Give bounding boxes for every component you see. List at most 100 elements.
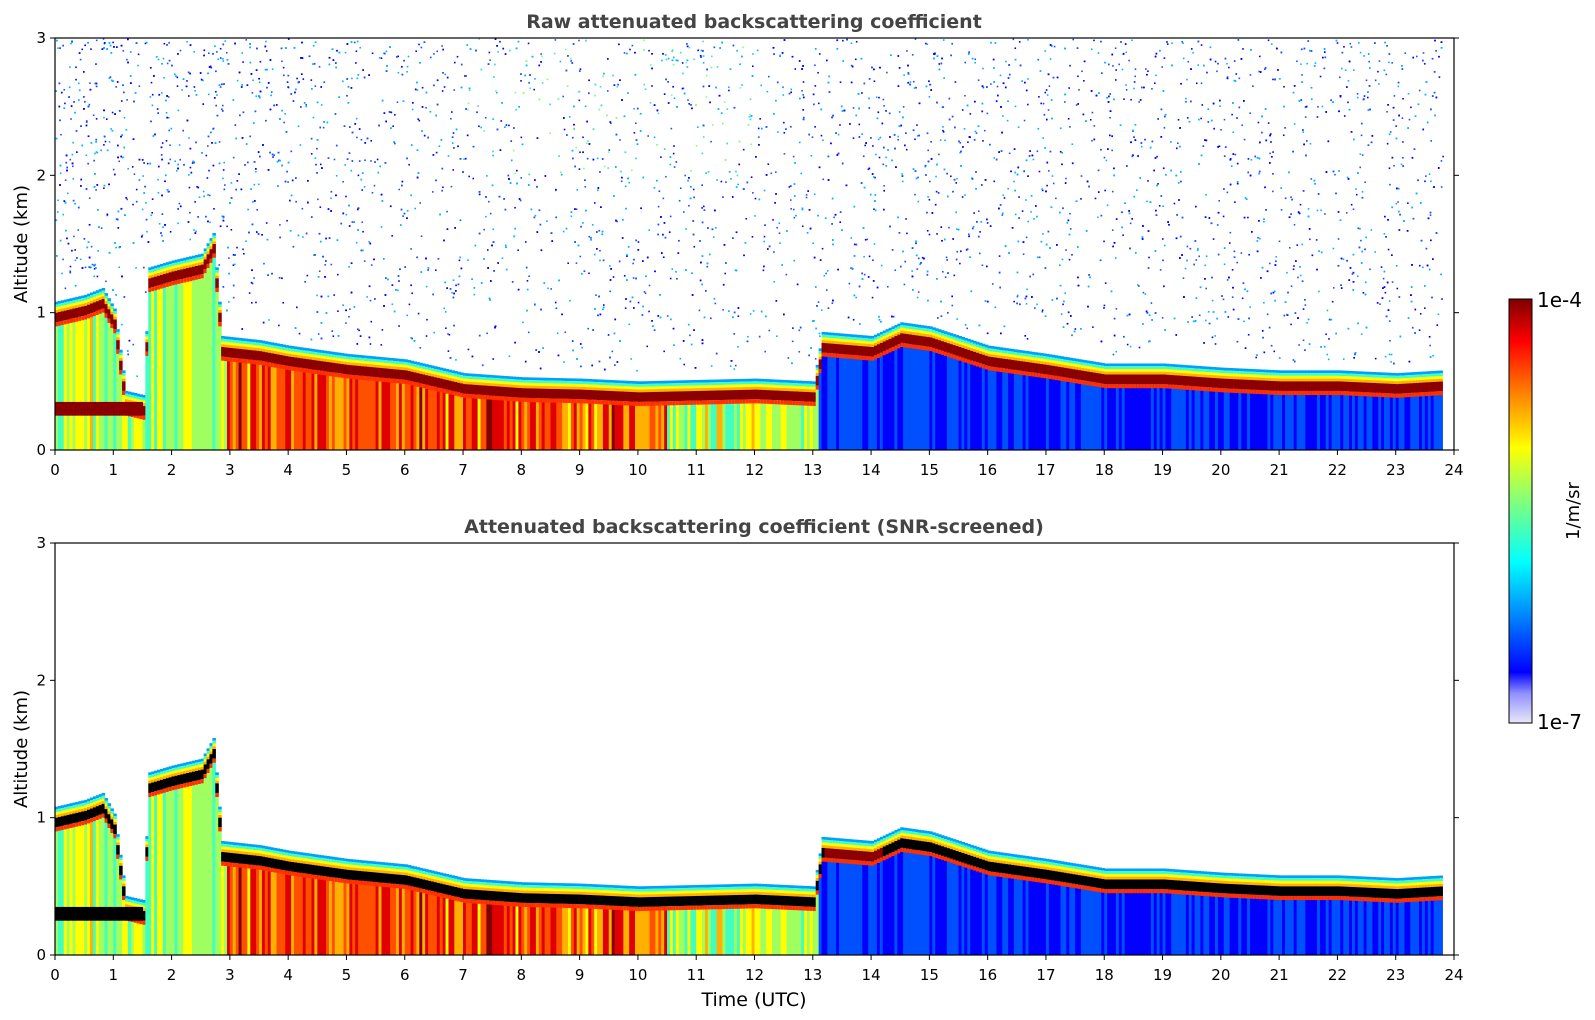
heatmap-cell-fringe (1209, 369, 1213, 373)
heatmap-cell-fringe (422, 368, 426, 372)
heatmap-cell-fringe (372, 361, 377, 365)
heatmap-cell-low-cloud (57, 401, 62, 416)
heatmap-cell-cloud-edge (873, 355, 878, 360)
heatmap-noise-cell (593, 202, 596, 204)
heatmap-cell-cloud-edge (387, 378, 391, 383)
heatmap-cell-cloud-core (1185, 376, 1190, 386)
heatmap-cell-cloud-edge (1325, 390, 1330, 396)
heatmap-cell-cloud-edge (923, 346, 928, 351)
heatmap-cell-fringe (340, 361, 345, 365)
heatmap-cell-low-cloud (133, 401, 138, 416)
heatmap-cell-fringe (535, 385, 540, 389)
heatmap-cell-fringe (401, 364, 406, 368)
heatmap-cell-fringe (664, 388, 668, 392)
heatmap-noise-cell (664, 54, 667, 56)
heatmap-cell-cloud-edge (1098, 383, 1102, 388)
heatmap-noise-cell (302, 78, 305, 80)
heatmap-cell-fringe (212, 233, 216, 236)
heatmap-cell-fringe (771, 382, 776, 385)
heatmap-cell-fringe (1165, 366, 1169, 370)
heatmap-cell-fringe (707, 379, 712, 383)
heatmap-cell-boundary-layer (1045, 374, 1050, 450)
heatmap-noise-cell (355, 117, 358, 120)
heatmap-cell-cloud-core (824, 343, 828, 353)
heatmap-cell-fringe (941, 338, 945, 342)
heatmap-cell-fringe (489, 374, 493, 378)
heatmap-cell-fringe (1075, 364, 1079, 367)
heatmap-noise-cell (1106, 204, 1109, 207)
heatmap-cell-cloud-core (1386, 383, 1391, 394)
heatmap-cell-boundary-layer (1416, 392, 1420, 450)
heatmap-noise-cell (110, 128, 112, 130)
heatmap-noise-cell (527, 331, 530, 334)
heatmap-noise-cell (964, 61, 966, 64)
heatmap-cell-boundary-layer (299, 367, 304, 450)
heatmap-cell-cloud-core (675, 391, 680, 402)
heatmap-cell-fringe (1171, 372, 1175, 376)
heatmap-cell-boundary-layer (871, 356, 875, 450)
heatmap-cell-fringe (1279, 378, 1283, 382)
heatmap-cell-boundary-layer (1381, 393, 1385, 450)
heatmap-cell-cloud-edge (229, 357, 234, 362)
heatmap-cell-fringe (1439, 378, 1443, 382)
heatmap-cell-fringe (1057, 358, 1062, 362)
heatmap-noise-cell (286, 219, 288, 222)
heatmap-cell-fringe (480, 374, 485, 378)
heatmap-cell-fringe (652, 386, 657, 390)
heatmap-cell-low-cloud (104, 401, 109, 416)
heatmap-noise-cell (215, 90, 217, 93)
heatmap-noise-cell (1123, 98, 1125, 100)
heatmap-cell-cloud-edge (463, 393, 467, 398)
heatmap-cell-fringe (57, 300, 62, 304)
heatmap-cell-fringe (66, 298, 71, 302)
heatmap-cell-fringe (1080, 367, 1085, 371)
heatmap-cell-fringe (731, 381, 735, 385)
heatmap-cell-fringe (853, 340, 858, 343)
heatmap-cell-fringe (1366, 371, 1371, 375)
heatmap-cell-fringe (162, 265, 167, 269)
heatmap-noise-cell (611, 350, 614, 353)
heatmap-cell-cloud-edge (203, 269, 208, 274)
heatmap-cell-cloud-core (591, 390, 595, 400)
heatmap-cell-boundary-layer (401, 379, 406, 450)
heatmap-cell-fringe (264, 343, 269, 347)
heatmap-noise-cell (570, 215, 573, 218)
heatmap-noise-cell (579, 255, 582, 258)
heatmap-cell-cloud-edge (900, 342, 904, 347)
heatmap-noise-cell (683, 363, 686, 366)
heatmap-noise-cell (1156, 155, 1158, 158)
heatmap-cell-cloud-edge (839, 353, 843, 359)
heatmap-cell-fringe (203, 251, 208, 254)
heatmap-cell-cloud-core (623, 391, 627, 402)
heatmap-cell-boundary-layer (136, 414, 141, 450)
heatmap-cell-cloud-core (419, 373, 423, 384)
heatmap-cell-fringe (253, 347, 257, 351)
heatmap-cell-fringe (667, 383, 671, 387)
heatmap-cell-fringe (314, 352, 318, 355)
heatmap-noise-cell (520, 177, 523, 179)
heatmap-noise-cell (1314, 62, 1317, 64)
heatmap-cell-cloud-edge (87, 314, 91, 319)
heatmap-cell-fringe (1252, 369, 1257, 372)
heatmap-cell-cloud-edge (401, 379, 406, 384)
heatmap-noise-cell (619, 139, 621, 141)
heatmap-cell-cloud-core (882, 341, 887, 352)
heatmap-cell-cloud-core (547, 388, 552, 399)
heatmap-cell-boundary-layer (130, 412, 135, 450)
heatmap-cell-fringe (189, 256, 193, 260)
heatmap-cell-fringe (1069, 357, 1073, 361)
heatmap-noise-cell (763, 189, 766, 192)
heatmap-cell-cloud-edge (305, 368, 310, 373)
heatmap-cell-fringe (687, 385, 691, 389)
heatmap-cell-cloud-edge (1392, 393, 1397, 398)
heatmap-cell-cloud-edge (241, 358, 246, 363)
heatmap-cell-fringe (1299, 373, 1304, 376)
heatmap-noise-cell (157, 178, 159, 181)
heatmap-noise-cell (1198, 255, 1200, 258)
heatmap-cell-fringe (468, 373, 473, 377)
heatmap-cell-fringe (570, 378, 575, 382)
heatmap-noise-cell (877, 138, 880, 141)
heatmap-noise-cell (177, 109, 180, 112)
heatmap-cell-fringe (1299, 370, 1304, 374)
heatmap-cell-cloud-edge (232, 357, 237, 363)
